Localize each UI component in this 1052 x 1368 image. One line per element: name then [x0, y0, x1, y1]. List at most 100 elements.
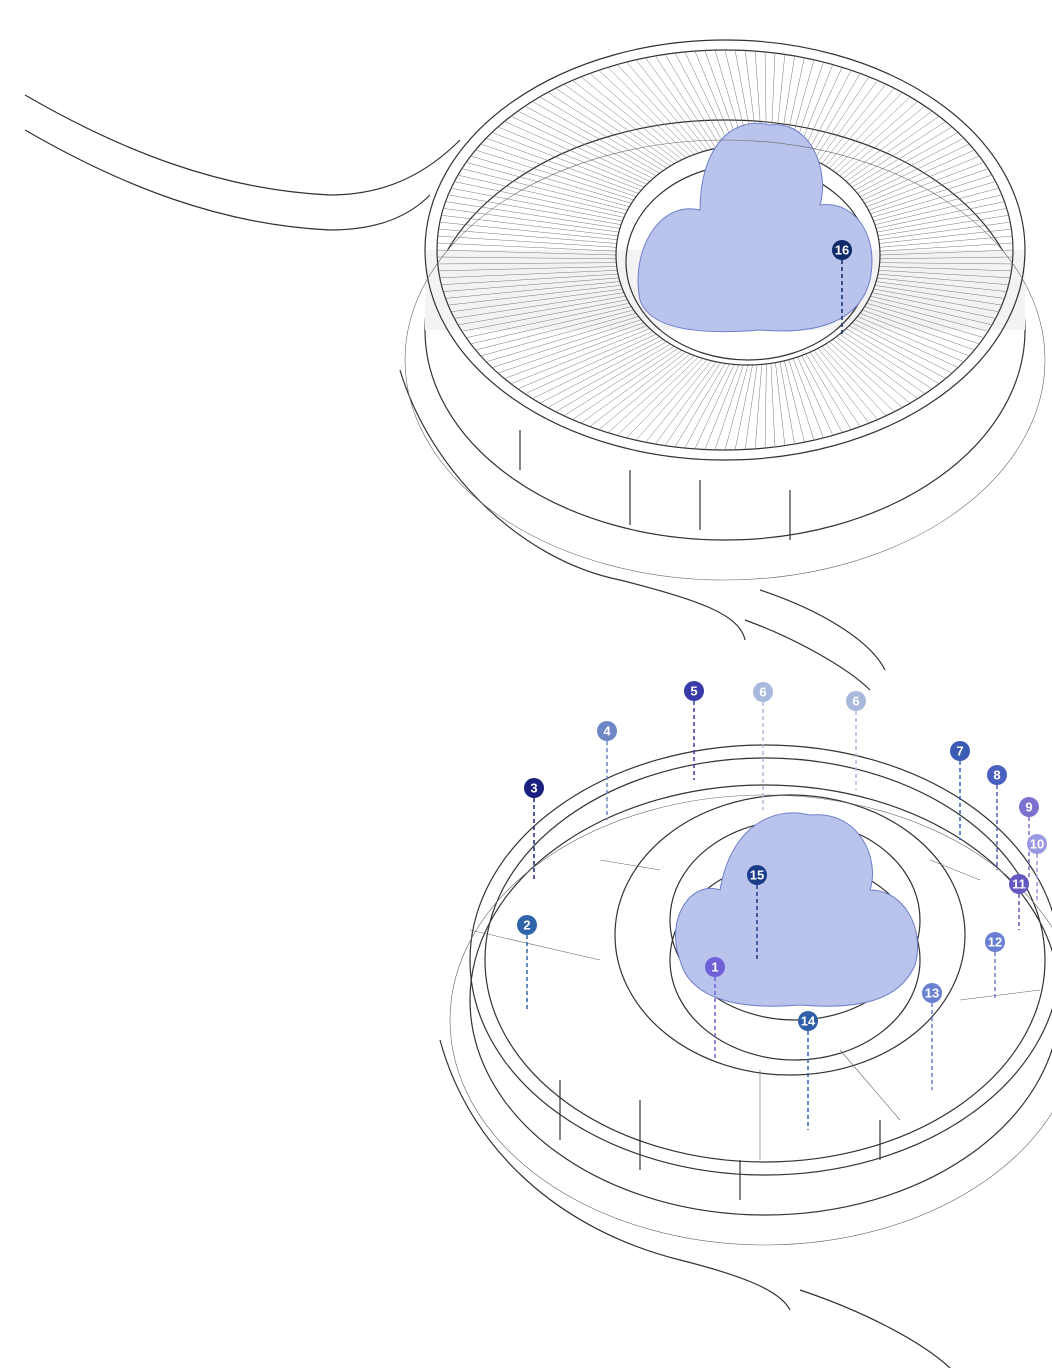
roof-rib [870, 295, 993, 326]
roof-rib [879, 266, 1012, 272]
roof-rib [817, 80, 878, 162]
roof-rib [877, 273, 1009, 285]
marker [987, 765, 1007, 785]
roof-rib [475, 309, 634, 351]
marker [684, 681, 704, 701]
roof-rib [879, 242, 1013, 252]
roof-rib [486, 316, 639, 363]
marker-label: 2 [523, 918, 530, 933]
roof-rib [866, 162, 984, 208]
roof-rib [845, 328, 940, 385]
roof-rib [779, 361, 795, 445]
marker-label: 15 [750, 868, 764, 883]
roof-rib [876, 281, 1005, 299]
roof-rib [848, 325, 946, 379]
roof-rib [805, 70, 852, 157]
marker [753, 682, 773, 702]
roof-rib [555, 87, 671, 167]
roof-rib [845, 115, 940, 182]
roof-rib [572, 348, 679, 420]
roof-rib [497, 322, 645, 374]
roof-rib [437, 262, 617, 265]
roof-rib [461, 299, 628, 332]
roof-rib [871, 181, 996, 218]
roof-rib [438, 228, 617, 244]
roof-rib [437, 235, 617, 248]
roof-rib [878, 270, 1011, 279]
roof-rib [635, 359, 708, 441]
roof-rib [616, 64, 699, 154]
roof-rib [784, 360, 805, 443]
roof-rib [555, 343, 671, 413]
roof-rib [770, 363, 776, 447]
roof-rib [866, 302, 984, 338]
roof-rib [486, 137, 639, 194]
roof-rib [437, 256, 617, 260]
roof-rib [792, 358, 824, 439]
marker-label: 6 [852, 694, 859, 709]
roof-rib [857, 316, 964, 363]
marker [846, 691, 866, 711]
roof-rib [813, 76, 870, 160]
roof-rib [854, 132, 959, 191]
roof-rib [445, 281, 620, 299]
roof-rib [580, 76, 683, 160]
roof-rib [817, 348, 878, 420]
roof-rib [470, 155, 632, 204]
roof-rib [874, 285, 1002, 306]
marker-label: 14 [801, 1014, 816, 1029]
roof-rib [876, 201, 1005, 229]
roof-rib [626, 358, 704, 439]
roof-rib [451, 187, 623, 222]
roof-rib [734, 364, 753, 450]
roof-rib [684, 363, 730, 449]
marker [597, 721, 617, 741]
roof-rib [451, 288, 623, 313]
roof-rib [539, 96, 664, 171]
roof-rib [873, 187, 999, 222]
roof-rib [547, 92, 667, 169]
marker [832, 240, 852, 260]
roof-rib [457, 174, 626, 215]
roof-rib [829, 341, 903, 408]
roof-rib [466, 302, 630, 338]
roof-rib [813, 350, 870, 424]
roof-rib [714, 364, 744, 450]
roof-rib [877, 277, 1007, 292]
roof-rib [694, 364, 735, 450]
roof-rib [877, 215, 1009, 237]
roof-rib [437, 242, 617, 252]
roof-rib [801, 67, 843, 155]
roof-rib [532, 101, 660, 174]
roof-rib [775, 362, 786, 446]
roof-rib [879, 256, 1013, 260]
marker [517, 915, 537, 935]
roof-rib [616, 356, 699, 436]
roof-rib [626, 61, 704, 152]
walkway [24, 94, 886, 691]
roof-rib [839, 105, 926, 177]
roof-rib [724, 364, 749, 451]
roof-rib [873, 288, 999, 313]
roof-rib [868, 299, 989, 332]
roof-rib [443, 277, 619, 292]
roof-rib [539, 339, 664, 404]
roof-rib [607, 355, 695, 433]
roof-rib [879, 249, 1014, 256]
roof-rib [836, 336, 918, 399]
roof-rib [645, 57, 712, 150]
roof-rib [497, 126, 645, 188]
roof-rib [589, 73, 687, 159]
roof-rib [635, 59, 708, 151]
roof-rib [517, 331, 654, 390]
marker [798, 1011, 818, 1031]
marker-label: 8 [993, 768, 1000, 783]
roof-rib [563, 83, 675, 165]
roof-rib [589, 351, 687, 427]
roof-rib [441, 215, 619, 237]
roof-rib [842, 110, 933, 179]
roof-rib [764, 363, 767, 449]
roof-rib [821, 84, 887, 164]
roof-rib [821, 346, 887, 416]
marker [747, 865, 767, 885]
